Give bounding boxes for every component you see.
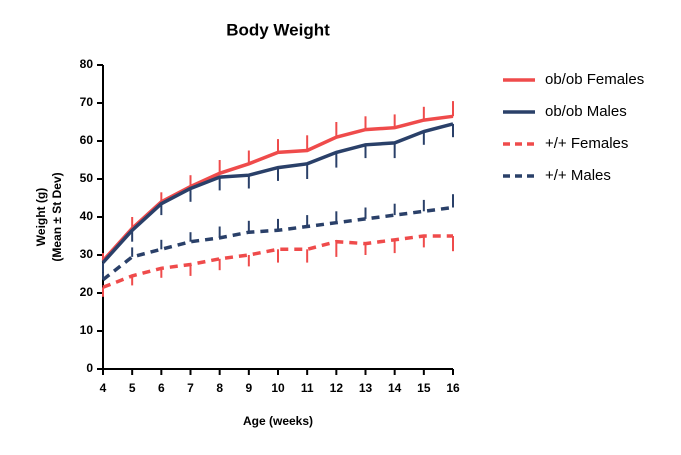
x-tick-label: 11 <box>301 381 314 395</box>
legend-label: +/+ Females <box>545 135 628 152</box>
x-tick-label: 4 <box>100 381 107 395</box>
y-tick-label: 10 <box>80 323 94 337</box>
chart-title: Body Weight <box>226 20 330 39</box>
x-tick-label: 12 <box>330 381 344 395</box>
x-tick-label: 14 <box>388 381 402 395</box>
y-tick-label: 50 <box>80 171 94 185</box>
legend-label: ob/ob Females <box>545 71 644 88</box>
y-tick-label: 70 <box>80 95 94 109</box>
x-axis-label: Age (weeks) <box>243 414 313 428</box>
y-tick-label: 30 <box>80 247 94 261</box>
series-line <box>101 122 454 264</box>
x-tick-label: 15 <box>417 381 431 395</box>
y-tick-label: 20 <box>80 285 94 299</box>
series-line <box>102 234 453 289</box>
x-tick-label: 10 <box>271 381 285 395</box>
x-tick-label: 6 <box>158 381 165 395</box>
x-tick-label: 7 <box>187 381 194 395</box>
y-tick-label: 0 <box>86 361 93 375</box>
x-tick-label: 5 <box>129 381 136 395</box>
legend-label: +/+ Males <box>545 167 611 184</box>
x-tick-label: 8 <box>216 381 223 395</box>
x-tick-label: 9 <box>245 381 252 395</box>
y-tick-label: 40 <box>80 209 94 223</box>
y-axis-label: (Mean ± St Dev) <box>50 172 64 261</box>
y-tick-label: 60 <box>80 133 94 147</box>
x-tick-label: 16 <box>446 381 460 395</box>
series-line <box>101 114 454 262</box>
x-tick-label: 13 <box>359 381 373 395</box>
y-axis-label: Weight (g) <box>34 188 48 246</box>
legend-label: ob/ob Males <box>545 103 627 120</box>
series-line <box>101 205 454 282</box>
y-tick-label: 80 <box>80 57 94 71</box>
